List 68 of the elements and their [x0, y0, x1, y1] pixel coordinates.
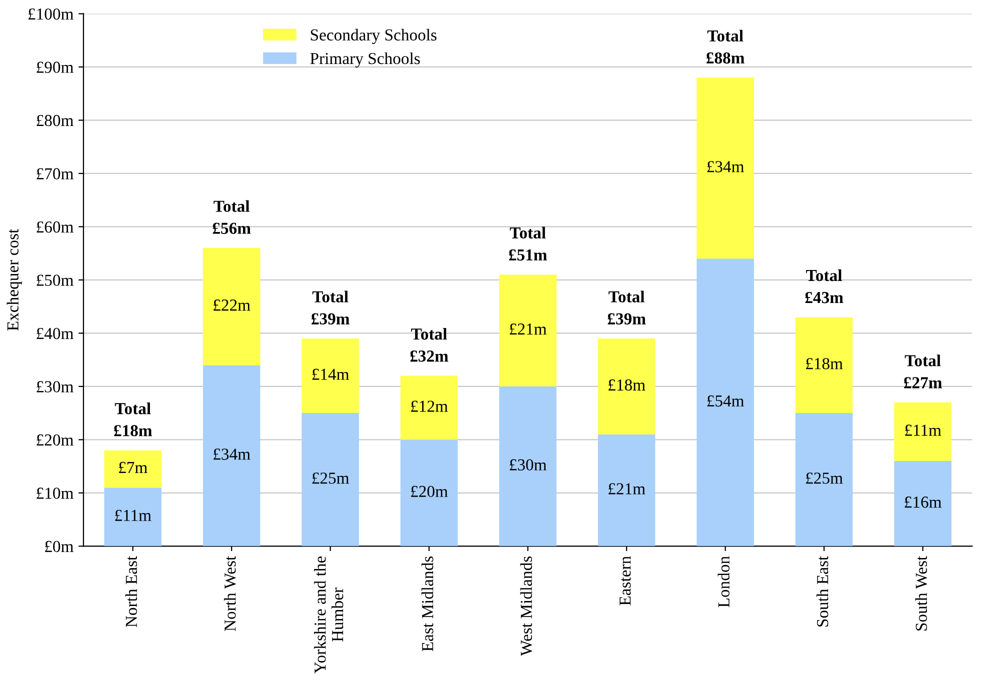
bar [696, 258, 754, 546]
y-tick-label: £80m [36, 114, 74, 126]
total-label: Total £43m [805, 269, 844, 304]
x-tick-label: London [718, 556, 730, 608]
bar [104, 488, 162, 546]
total-label: Total £32m [410, 328, 448, 362]
y-tick-label: £70m [36, 168, 74, 180]
x-tick-label: West Midlands [520, 556, 532, 656]
y-tick-label: £10m [36, 488, 74, 499]
bar [302, 338, 359, 414]
data-label: £20m [411, 486, 448, 498]
bar [400, 440, 458, 546]
data-label: £12m [411, 400, 448, 412]
legend-label: Secondary Schools [310, 28, 436, 44]
bar [894, 402, 952, 461]
data-label: £16m [904, 496, 942, 508]
y-tick-label: £40m [36, 328, 74, 340]
bar [894, 460, 952, 546]
x-tick-label: South East [816, 556, 828, 627]
total-label: Total £56m [212, 200, 251, 234]
y-tick-label: £90m [36, 62, 74, 73]
data-label: £34m [707, 161, 744, 172]
y-tick-label: £50m [36, 274, 74, 286]
data-label: £25m [312, 472, 350, 484]
x-tick-label: East Midlands [422, 556, 434, 652]
data-label: £21m [510, 324, 547, 335]
y-axis-title: Exchequer cost [6, 228, 22, 331]
x-tick-label: South West [915, 556, 928, 630]
x-tick-label: North East [125, 556, 138, 628]
bar [499, 274, 556, 386]
bar [202, 248, 260, 366]
y-tick-label: £20m [36, 434, 74, 446]
bar [598, 434, 656, 546]
y-tick-label: £0m [45, 540, 74, 552]
data-label: £30m [510, 459, 547, 470]
bar [696, 78, 754, 259]
total-label: Total £18m [114, 402, 152, 436]
data-label: £7m [119, 462, 148, 473]
x-tick-label: Yorkshire and the Humber [314, 556, 344, 674]
total-label: Total £88m [706, 30, 744, 64]
data-label: £14m [312, 368, 350, 380]
data-label: £18m [608, 379, 646, 391]
data-label: £18m [806, 358, 843, 370]
y-tick-label: £60m [36, 221, 74, 233]
data-label: £25m [806, 472, 843, 484]
bar [400, 376, 458, 440]
bar [104, 450, 162, 488]
bar [499, 386, 556, 546]
data-label: £34m [214, 448, 250, 460]
y-tick-label: £30m [36, 381, 74, 392]
total-label: Total £27m [904, 354, 942, 388]
x-tick-label: Eastern [620, 556, 631, 606]
legend-label: Primary Schools [310, 52, 420, 68]
bar [795, 317, 853, 414]
x-tick-label: North West [224, 556, 236, 632]
data-label: £11m [905, 424, 942, 436]
data-label: £11m [115, 510, 152, 521]
total-label: Total £51m [509, 226, 547, 261]
data-label: £21m [608, 483, 646, 494]
bar [598, 338, 656, 434]
data-label: £54m [707, 395, 744, 407]
total-label: Total £39m [312, 290, 350, 324]
bar [302, 413, 359, 546]
bar [202, 365, 260, 546]
bar [795, 413, 853, 546]
total-label: Total £39m [608, 290, 646, 324]
data-label: £22m [214, 300, 250, 311]
y-tick-label: £100m [28, 8, 74, 20]
